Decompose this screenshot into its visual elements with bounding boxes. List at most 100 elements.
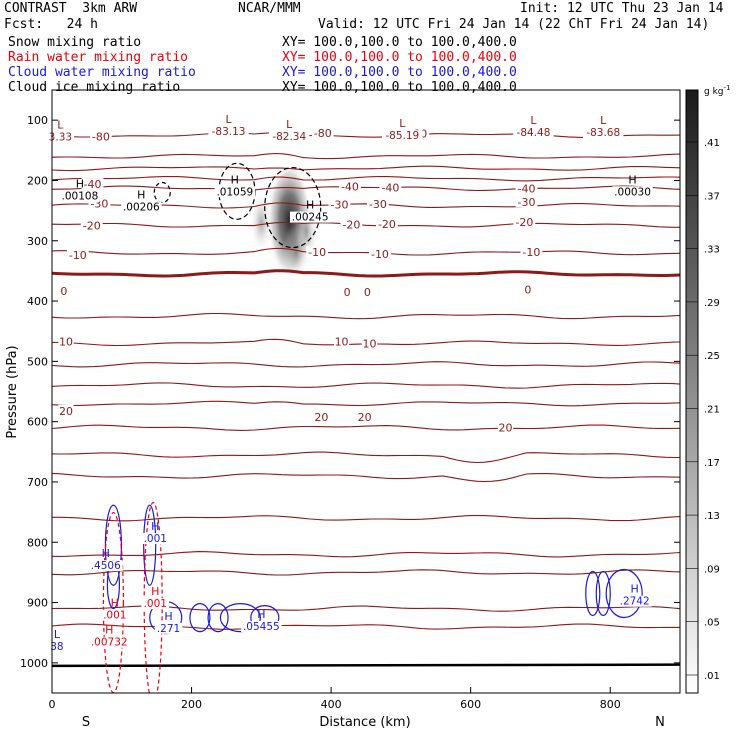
contour-label-bg [357,410,373,422]
contour-label: -10 [308,246,326,259]
y-tick-label: 1000 [20,657,48,670]
extremum-value-bg [154,622,183,634]
cloud-water-contour [605,568,643,619]
contour-label-bg [363,286,372,298]
contour-label: -40 [381,182,399,195]
extremum-marker: H [137,188,145,201]
x-tick-label: 800 [600,698,621,711]
temperature-contour [52,132,680,138]
contour-label: -10 [522,246,540,259]
temperature-contour-minor [52,551,680,558]
contour-label: -20 [83,220,101,233]
extremum-value-bg [269,130,310,142]
extremum-value: .001 [144,533,167,545]
contour-label: -30 [518,196,536,209]
south-label: S [82,715,90,730]
temperature-contour-layer [52,132,680,668]
extremum-value: -83.68 [586,127,620,139]
extremum-value: .2742 [620,596,650,608]
y-tick-label: 400 [27,295,48,308]
contour-label-bg [89,130,112,142]
extremum-value: .00206 [123,201,160,213]
extremum-value-bg [59,190,101,202]
temperature-contour-minor [52,312,680,320]
extremum-marker: L [530,114,537,127]
colorbar-tick-label: .41 [704,138,720,149]
contour-label-bg [88,197,111,209]
cloud-ice-field-xy: XY= 100.0,100.0 to 100.0,400.0 [282,80,517,95]
extremum-value: .001 [103,610,126,622]
cloud-water-contour [189,603,211,633]
extremum-value-bg [88,560,123,572]
contour-label: 0 [364,286,371,299]
y-tick-label: 300 [27,235,48,248]
colorbar-tick-label: .05 [704,618,720,629]
valid-time: Valid: 12 UTC Fri 24 Jan 14 (22 ChT Fri … [318,17,710,32]
temperature-contour [52,185,680,192]
temperature-contour-minor [52,382,680,389]
contour-label-bg [58,404,74,416]
extremum-marker: H [111,597,119,610]
colorbar-unit: g kg-1 [704,84,730,97]
contour-label-bg [311,126,334,138]
contour-label-bg [306,246,329,258]
temperature-contour-minor [52,451,680,464]
temperature-contour [52,269,680,278]
extremum-marker: L [57,118,64,131]
contour-label: -80 [92,130,110,143]
contour-label-bg [66,249,89,261]
contour-label: 20 [499,422,513,435]
contour-label-bg [313,410,329,422]
temperature-contour-minor [52,623,680,630]
contour-label: -20 [378,218,396,231]
cloud-ice-contour [153,181,171,204]
surface-line [52,663,680,668]
extremum-value: -85.19 [385,130,419,142]
north-label: N [655,715,665,730]
extremum-marker: H [102,547,110,560]
cloud-water-contour [595,570,611,617]
extremum-value-bg [89,636,130,648]
extremum-value: -82.34 [272,131,306,143]
temperature-contour [52,165,680,172]
institution-label: NCAR/MMM [238,1,301,16]
snow-field-xy: XY= 100.0,100.0 to 100.0,400.0 [282,35,517,50]
colorbar-tick-label: .01 [704,671,720,682]
contour-label-bg [366,197,389,209]
temperature-contour [52,175,680,182]
contour-label-bg [379,181,402,193]
x-tick-label: 400 [321,698,342,711]
contour-label-bg [339,180,361,192]
contour-label-bg [361,337,378,349]
contour-label: -20 [342,218,360,231]
contour-label-bg [340,218,363,230]
extremum-marker: H [151,585,159,598]
axes-layer: 0 200 400 600 800100200300400500600700800900… [20,114,680,711]
extremum-value-bg [141,532,170,544]
colorbar-tick-label: .25 [704,351,720,362]
extremum-value-bg [382,130,423,142]
colorbar-tick-label: .29 [704,298,720,309]
contour-label: 20 [59,405,73,418]
contour-label: 10 [335,335,349,348]
contour-label: 10 [59,335,73,348]
extremum-value: .00108 [62,190,99,202]
contour-label: 10 [362,337,376,350]
extremum-value-bg [289,211,331,223]
cloud-water-contour [219,603,261,633]
extremum-value: .00030 [614,186,651,198]
contour-label-bg [497,421,514,433]
colorbar-tick-label: .21 [704,405,720,416]
contour-label-bg [342,286,352,298]
extremum-value-bg [513,127,554,139]
extremum-marker: H [306,199,314,212]
extremum-value: -83.13 [212,126,246,138]
extremum-value: .001 [144,598,167,610]
y-tick-label: 800 [27,536,48,549]
colorbar-ramp [685,89,699,694]
y-tick-label: 900 [27,597,48,610]
hydrometeor-contour-layer [102,162,643,693]
snow-shading [249,190,274,255]
extremum-marker: L [399,117,406,130]
contour-label: -40 [341,180,359,193]
